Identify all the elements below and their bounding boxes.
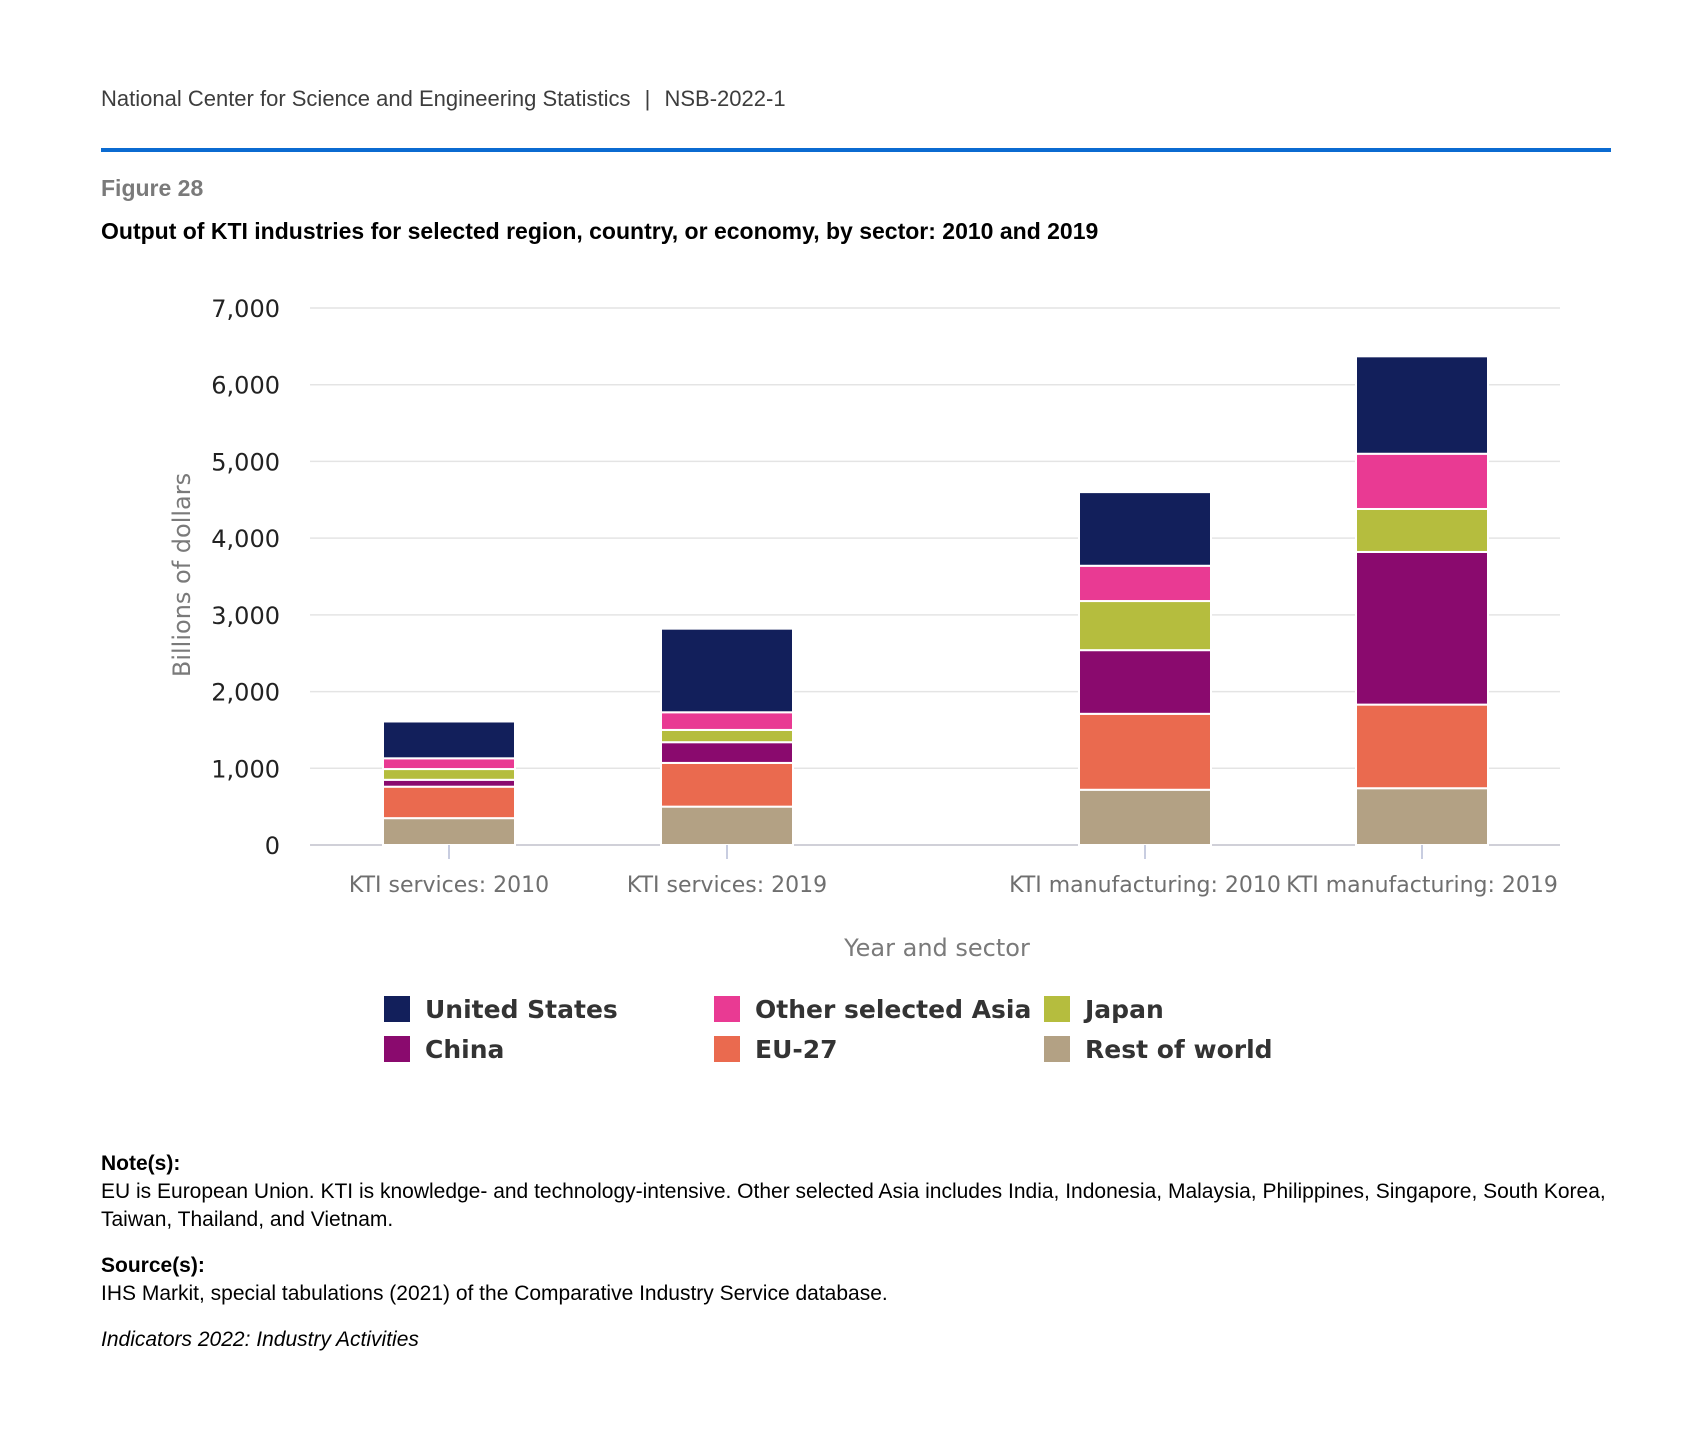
bar-segment: [1078, 649, 1212, 715]
bar-segment: [660, 627, 794, 714]
bar-segment: [382, 785, 516, 820]
bar-segment: [1355, 452, 1489, 510]
notes-section: Note(s): EU is European Union. KTI is kn…: [101, 1150, 1621, 1354]
y-tick-labels: 0 1,000 2,000 3,000 4,000 5,000 6,000 7,000: [211, 295, 280, 860]
source-text: IHS Markit, special tabulations (2021) o…: [101, 1282, 888, 1305]
legend-label: EU-27: [755, 1035, 838, 1064]
y-tick-label: 4,000: [211, 525, 280, 553]
y-axis-title: Billions of dollars: [168, 473, 196, 677]
y-tick-label: 7,000: [211, 295, 280, 323]
org-name: National Center for Science and Engineer…: [101, 86, 631, 111]
bar-segment: [1355, 507, 1489, 553]
legend-label: Japan: [1083, 995, 1164, 1024]
report-header: National Center for Science and Engineer…: [101, 86, 786, 112]
legend-swatch: [384, 1036, 410, 1062]
legend-label: China: [425, 1035, 504, 1064]
legend: United States Other selected Asia Japan Chi…: [384, 995, 1273, 1064]
bar-segment: [382, 757, 516, 771]
stacked-bar-chart: 0 1,000 2,000 3,000 4,000 5,000 6,000 7,000 KTI…: [168, 295, 1560, 1064]
legend-item: Other selected Asia: [714, 995, 1031, 1024]
bar-segment: [1078, 788, 1212, 846]
bar-segment: [660, 805, 794, 847]
header-separator: |: [644, 86, 651, 111]
y-tick-label: 0: [265, 832, 280, 860]
legend-swatch: [1044, 996, 1070, 1022]
legend-item: EU-27: [714, 1035, 838, 1064]
bar-segment: [1355, 355, 1489, 455]
y-tick-label: 6,000: [211, 372, 280, 400]
bar-segment: [382, 817, 516, 847]
source-heading: Source(s):: [101, 1254, 205, 1277]
gridlines: [310, 307, 1560, 846]
bar-segment: [660, 761, 794, 808]
legend-item: Japan: [1044, 995, 1164, 1024]
x-axis-ticks: KTI services: 2010 KTI services: 2019 KTI …: [349, 845, 1558, 898]
legend-label: Other selected Asia: [755, 995, 1031, 1024]
legend-swatch: [1044, 1036, 1070, 1062]
bar-segment: [382, 768, 516, 781]
legend-item: China: [384, 1035, 504, 1064]
bar-stacks: [382, 355, 1489, 847]
legend-swatch: [714, 996, 740, 1022]
header-rule: [101, 148, 1611, 152]
bar-segment: [1078, 600, 1212, 652]
x-tick-label: KTI manufacturing: 2010: [1009, 873, 1281, 898]
y-tick-label: 3,000: [211, 602, 280, 630]
bar-segment: [660, 741, 794, 764]
x-tick-label: KTI services: 2019: [627, 873, 827, 898]
legend-item: United States: [384, 995, 618, 1024]
note-heading: Note(s):: [101, 1152, 181, 1175]
note-text: EU is European Union. KTI is knowledge- …: [101, 1180, 1606, 1231]
legend-item: Rest of world: [1044, 1035, 1273, 1064]
bar-segment: [1078, 564, 1212, 603]
bar-segment: [1078, 712, 1212, 791]
figure-title: Output of KTI industries for selected re…: [101, 218, 1099, 244]
legend-label: United States: [425, 995, 618, 1024]
legend-label: Rest of world: [1085, 1035, 1273, 1064]
bar-segment: [1355, 550, 1489, 706]
bar-segment: [382, 778, 516, 788]
bar-segment: [660, 711, 794, 731]
bar-segment: [382, 720, 516, 760]
x-tick-label: KTI services: 2010: [349, 873, 549, 898]
bar-segment: [1355, 703, 1489, 790]
y-tick-label: 1,000: [211, 755, 280, 783]
bar-segment: [1355, 787, 1489, 847]
bar-segment: [660, 728, 794, 744]
legend-swatch: [714, 1036, 740, 1062]
citation: Indicators 2022: Industry Activities: [101, 1328, 419, 1351]
bar-segment: [1078, 491, 1212, 567]
x-axis-title: Year and sector: [843, 934, 1030, 962]
report-id: NSB-2022-1: [664, 86, 786, 111]
x-tick-label: KTI manufacturing: 2019: [1286, 873, 1558, 898]
y-tick-label: 2,000: [211, 679, 280, 707]
legend-swatch: [384, 996, 410, 1022]
figure-label: Figure 28: [101, 175, 204, 201]
y-tick-label: 5,000: [211, 448, 280, 476]
